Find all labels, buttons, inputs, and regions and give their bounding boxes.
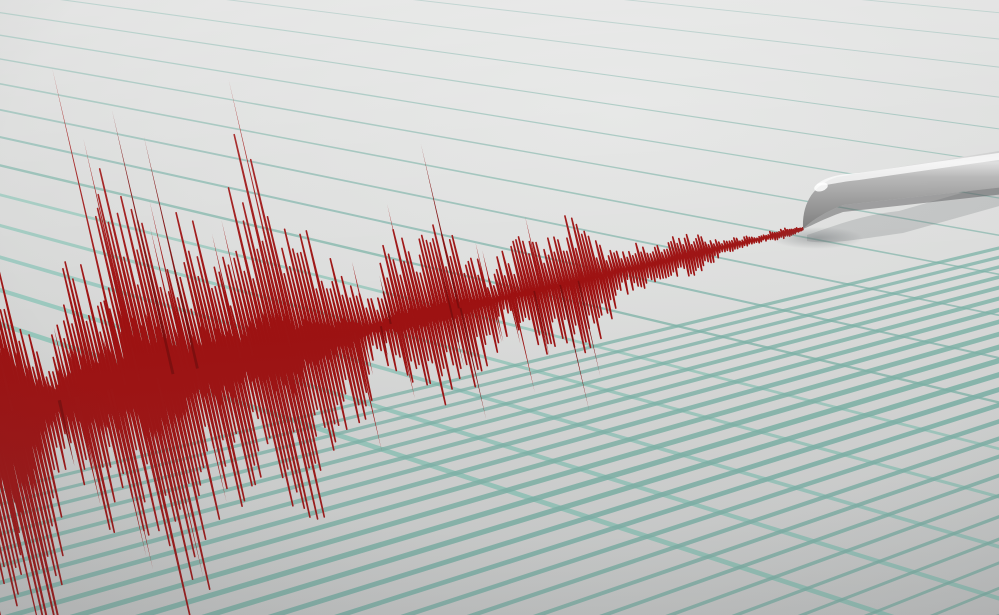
chart-paper bbox=[0, 0, 999, 615]
seismograph-scene: Seismograph Chart Recording bbox=[0, 0, 999, 615]
